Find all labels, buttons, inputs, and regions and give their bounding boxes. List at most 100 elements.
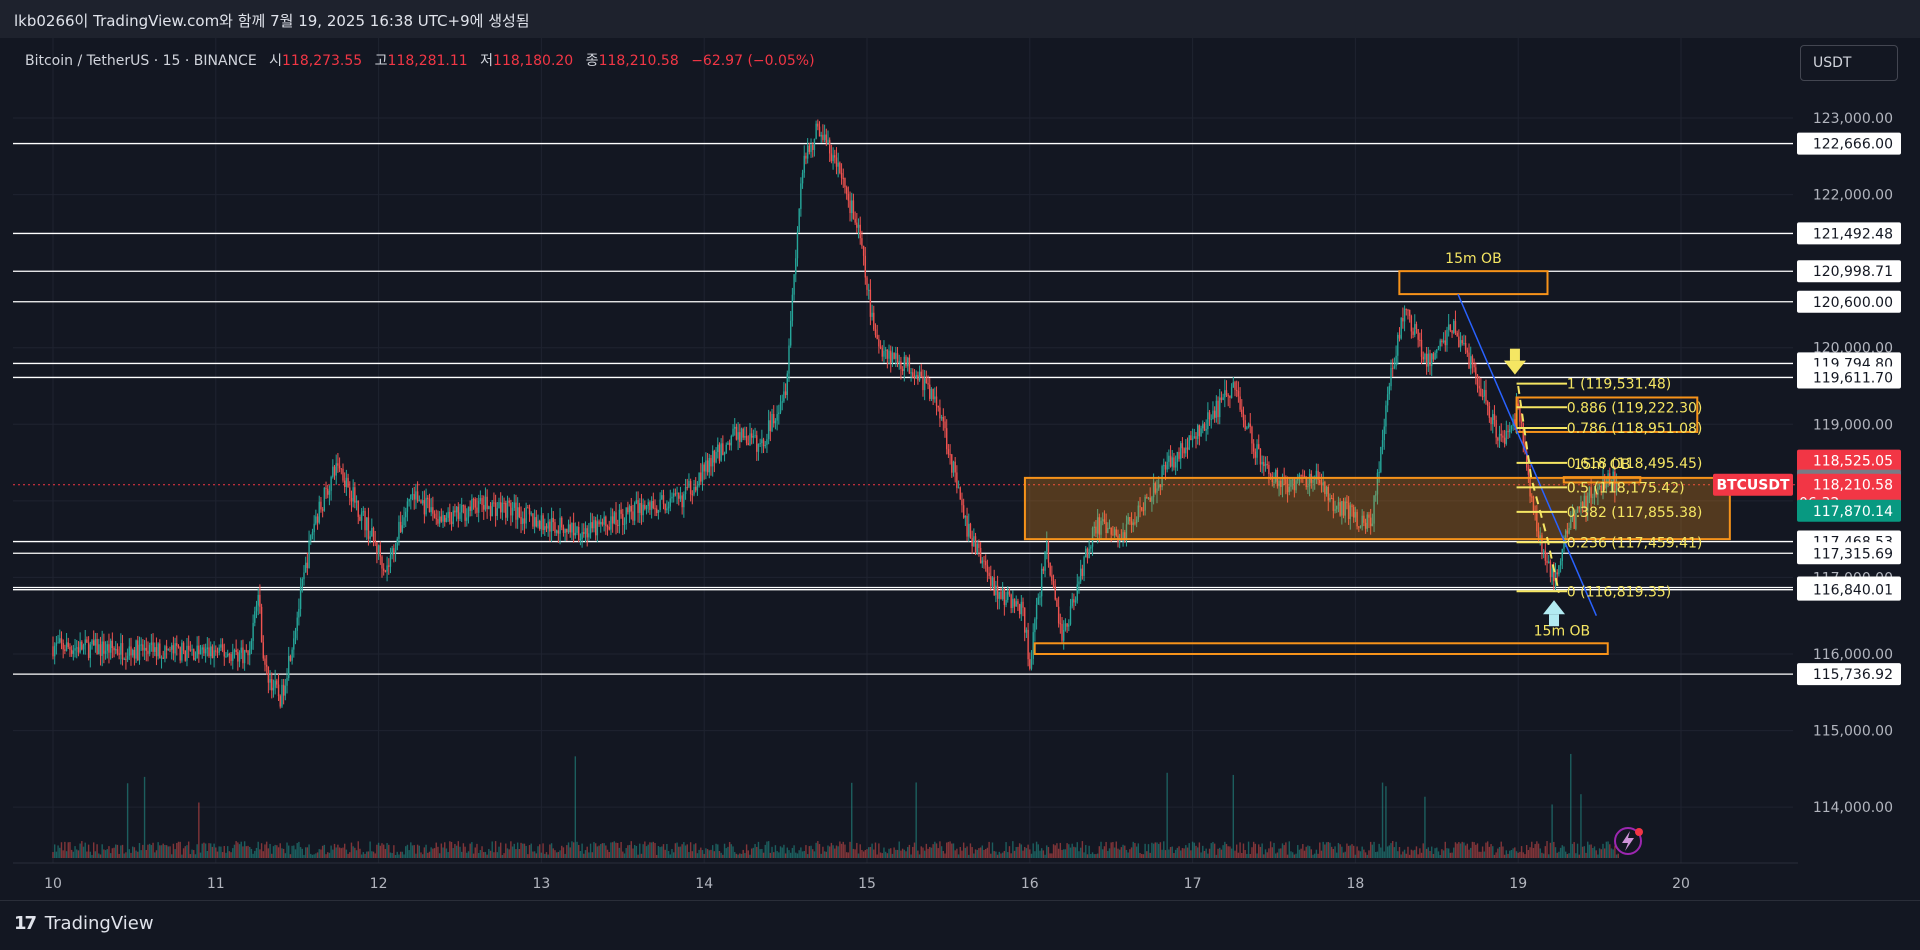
symbol-name[interactable]: Bitcoin / TetherUS · 15 · BINANCE <box>25 53 257 69</box>
candle <box>67 642 69 647</box>
candle <box>220 644 222 648</box>
volume-bar <box>484 851 487 858</box>
lightning-icon[interactable] <box>1614 827 1643 855</box>
volume-bar <box>1363 849 1365 858</box>
candle <box>1091 528 1094 547</box>
candle <box>1112 534 1114 536</box>
volume-bar <box>1492 846 1494 858</box>
candle <box>940 417 943 419</box>
currency-selector[interactable]: USDT <box>1800 45 1898 81</box>
volume-bar <box>1539 848 1541 858</box>
candle <box>1605 483 1608 489</box>
volume-bar <box>1607 841 1609 858</box>
volume-bar <box>1515 851 1518 858</box>
candle <box>130 646 132 656</box>
candle <box>756 435 758 452</box>
order-block[interactable] <box>1033 642 1609 656</box>
candle <box>776 414 778 421</box>
volume-bar <box>281 848 283 858</box>
volume-bar <box>640 853 643 858</box>
candle <box>442 515 444 522</box>
tradingview-logo[interactable]: 17 TradingView <box>14 913 154 934</box>
candle <box>357 500 359 517</box>
volume-bar <box>515 849 517 858</box>
order-block[interactable] <box>1562 476 1642 484</box>
candle <box>159 643 161 659</box>
candle <box>1219 397 1221 418</box>
candle <box>53 645 56 657</box>
price-tick-label: 122,000.00 <box>1813 188 1893 204</box>
candle <box>698 472 700 486</box>
volume-bar <box>637 854 639 858</box>
candle <box>1007 591 1009 600</box>
order-block[interactable] <box>1023 476 1731 541</box>
volume-bar <box>1346 843 1348 858</box>
candle <box>450 521 453 525</box>
candle <box>842 177 844 179</box>
volume-bar <box>1039 850 1041 858</box>
volume-bar <box>581 843 583 858</box>
candle <box>774 420 777 424</box>
candle <box>998 591 1000 599</box>
chart-area[interactable]: 15m OB 15m OB 15m OB 1 (119,531.48) 0.886 (1… <box>13 38 1906 900</box>
candle <box>265 664 268 667</box>
fib-level-label: 0.236 (117,459.41) <box>1567 535 1703 551</box>
volume-bar <box>118 853 120 858</box>
volume-bar <box>77 850 80 858</box>
volume-bar <box>452 848 454 858</box>
candle <box>562 527 565 533</box>
price-axis[interactable]: 123,000.00122,000.00121,000.00120,000.00… <box>1713 38 1906 863</box>
order-block[interactable] <box>1398 270 1549 296</box>
volume-bar <box>201 843 203 858</box>
candle <box>1420 339 1423 357</box>
candle <box>932 389 934 400</box>
candle <box>1580 502 1582 509</box>
projection-path <box>1517 385 1560 593</box>
volume-bar <box>315 853 317 858</box>
candle <box>1302 475 1304 477</box>
volume-bar <box>915 782 917 858</box>
volume-bar <box>625 848 627 858</box>
volume-bar <box>805 845 807 858</box>
volume-bar <box>1556 852 1558 858</box>
order-block[interactable] <box>1515 396 1699 433</box>
candle <box>1400 317 1402 339</box>
fibonacci-retracement[interactable]: 1 (119,531.48)0.886 (119,222.30)0.786 (1… <box>1516 377 1703 601</box>
volume-bar <box>1615 854 1618 858</box>
candle <box>567 524 570 533</box>
volume-bar <box>411 845 414 858</box>
candle <box>1464 342 1467 351</box>
candle <box>851 200 853 214</box>
candle <box>744 435 746 438</box>
order-block-label: 15m OB <box>1534 623 1591 639</box>
volume-bar <box>1183 848 1185 858</box>
candle <box>1151 497 1153 502</box>
candle <box>1268 464 1270 475</box>
level-price-tag: 115,736.92 <box>1797 663 1901 686</box>
volume-bar <box>93 842 95 858</box>
volume-bar <box>576 841 578 858</box>
volume-bar <box>1110 842 1112 858</box>
footer-bar: 17 TradingView <box>0 900 1920 950</box>
candle <box>406 501 409 512</box>
candle <box>1090 546 1092 549</box>
time-axis[interactable]: 10 11 12 13 14 15 16 17 18 19 20 <box>13 862 1798 892</box>
candle <box>86 639 88 643</box>
candle <box>969 523 972 539</box>
candle <box>966 515 968 537</box>
volume-bar <box>767 841 770 858</box>
volume-bar <box>1100 841 1102 858</box>
volume-bar <box>386 843 388 858</box>
candle <box>323 487 326 511</box>
volume-bar <box>1074 847 1077 858</box>
candle <box>988 572 990 577</box>
candle <box>1054 586 1056 600</box>
candle <box>918 371 921 381</box>
candle <box>1212 410 1214 420</box>
trendline[interactable] <box>1457 293 1598 617</box>
candle <box>316 516 319 523</box>
volume-bar <box>1297 845 1299 858</box>
volume-bar <box>486 854 488 858</box>
candle <box>1200 428 1202 437</box>
